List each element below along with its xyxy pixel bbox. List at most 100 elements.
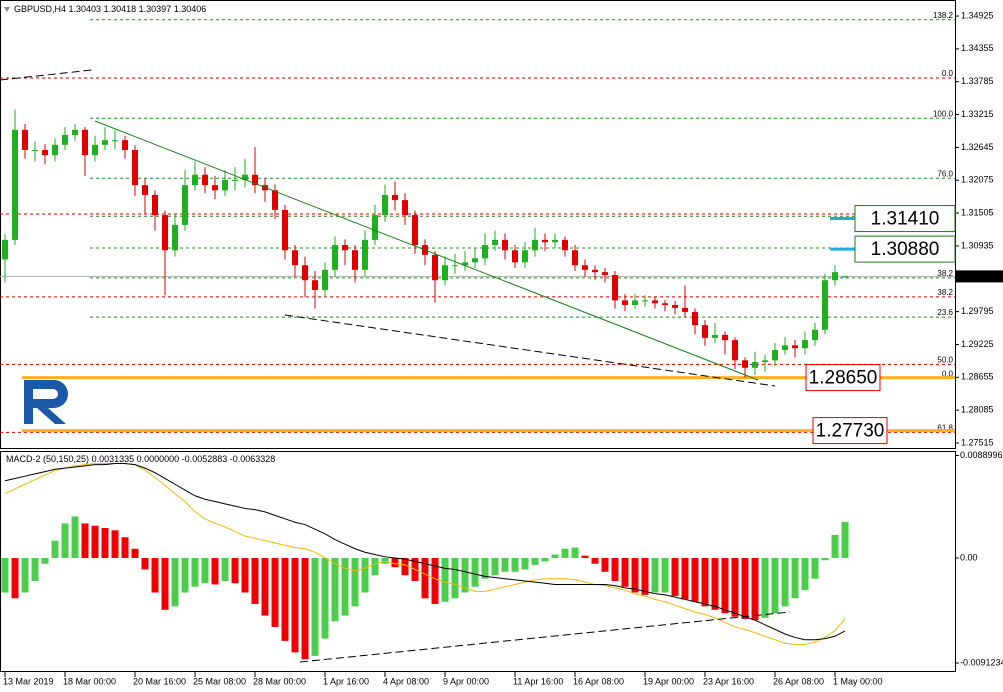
- candle-body: [822, 280, 828, 330]
- histogram-bar: [41, 557, 49, 564]
- x-tick-label: 1 May 00:00: [833, 676, 883, 686]
- histogram-bar: [121, 537, 129, 558]
- candle-body: [492, 239, 498, 246]
- y-tick-label: 1.27515: [961, 437, 994, 447]
- candle-body: [772, 349, 778, 361]
- x-tick-label: 20 Mar 16:00: [133, 676, 186, 686]
- histogram-bar: [311, 557, 319, 656]
- histogram-bar: [781, 557, 789, 607]
- histogram-bar: [241, 557, 249, 593]
- candle-body: [72, 129, 78, 136]
- candle-body: [412, 215, 418, 246]
- x-tick-label: 26 Apr 08:00: [773, 676, 824, 686]
- histogram-bar: [741, 557, 749, 620]
- candle-body: [332, 245, 338, 270]
- candle-body: [232, 179, 238, 181]
- candle-body: [192, 174, 198, 186]
- trend-line: [0, 69, 93, 81]
- histogram-bar: [831, 534, 839, 558]
- candle-body: [762, 360, 768, 363]
- fib-level-label: 38.2: [937, 288, 953, 297]
- signal-line: [4, 463, 846, 645]
- histogram-bar: [151, 557, 159, 593]
- candle-body: [742, 360, 748, 368]
- candle-body: [312, 280, 318, 291]
- candle-body: [292, 250, 298, 266]
- histogram-bar: [641, 557, 649, 595]
- level-label-box: [854, 235, 956, 263]
- histogram-bar: [351, 557, 359, 607]
- level-label: 1.27730: [816, 421, 885, 442]
- histogram-bar: [601, 557, 609, 572]
- x-tick-label: 23 Apr 16:00: [703, 676, 754, 686]
- main-layer: 1.34925 1.34355 1.33785 1.33215 1.32645 1.320…: [0, 10, 1003, 686]
- candle-body: [22, 129, 28, 150]
- candle-body: [352, 250, 358, 270]
- histogram-bar: [251, 557, 259, 605]
- histogram-bar: [111, 530, 119, 558]
- candle-body: [802, 340, 808, 349]
- x-tick-label: 19 Apr 00:00: [643, 676, 694, 686]
- candle-body: [552, 239, 558, 243]
- trend-line: [299, 611, 791, 663]
- candle-body: [662, 303, 668, 305]
- candle-body: [812, 329, 818, 341]
- candle-body: [402, 200, 408, 216]
- histogram-bar: [751, 557, 759, 621]
- fib-level-label: 50.0: [937, 355, 953, 364]
- ohlc-close: 1.30406: [174, 4, 207, 14]
- histogram-bar: [771, 557, 779, 614]
- candle-body: [222, 179, 228, 191]
- x-tick-label: 28 Mar 00:00: [253, 676, 306, 686]
- candle-body: [132, 149, 138, 186]
- x-tick-label: 13 Mar 2019: [3, 676, 54, 686]
- candle-body: [392, 194, 398, 201]
- histogram-bar: [451, 557, 459, 599]
- histogram-bar: [201, 557, 209, 584]
- candle-body: [152, 194, 158, 216]
- x-tick-label: 9 Apr 00:00: [443, 676, 489, 686]
- ohlc-low: 1.30397: [139, 4, 172, 14]
- histogram-bar: [81, 523, 89, 558]
- x-tick-label: 25 Mar 08:00: [193, 676, 246, 686]
- histogram-bar: [91, 525, 99, 558]
- fib-level-label: 0.0: [942, 69, 954, 78]
- candle-body: [12, 129, 18, 240]
- histogram-bar: [71, 516, 79, 558]
- level-label: 1.28650: [809, 368, 878, 389]
- y-tick-label: 1.28085: [961, 405, 994, 415]
- candle-body: [752, 362, 758, 368]
- candle-body: [372, 215, 378, 240]
- histogram-bar: [731, 557, 739, 617]
- histogram-bar: [211, 557, 219, 585]
- candle-body: [282, 209, 288, 251]
- histogram-bar: [661, 557, 669, 593]
- candle-body: [182, 185, 188, 225]
- candle-body: [622, 300, 628, 305]
- candle-body: [442, 265, 448, 281]
- y-tick-label: 1.33215: [961, 109, 994, 119]
- candle-body: [732, 340, 738, 361]
- macd-panel-frame: [0, 451, 956, 672]
- y-tick-label: 1.29225: [961, 339, 994, 349]
- x-tick-label: 1 Apr 16:00: [323, 676, 369, 686]
- ohlc-open: 1.30403: [69, 4, 102, 14]
- level-label-box: [805, 364, 881, 392]
- candle-body: [452, 265, 458, 267]
- y-tick-label: 1.28655: [961, 372, 994, 382]
- macd-layer: 0.0088996 0.00 -0.0091234: [1, 450, 1003, 667]
- symbol: GBPUSD,H4: [14, 4, 66, 14]
- candle-body: [612, 275, 618, 301]
- candle-body: [532, 239, 538, 251]
- histogram-bar: [381, 557, 389, 564]
- histogram-bar: [61, 523, 69, 558]
- candle-body: [602, 272, 608, 276]
- histogram-bar: [271, 557, 279, 628]
- candle-body: [142, 185, 148, 195]
- y-tick-label: 1.31505: [961, 207, 994, 217]
- candle-body: [102, 140, 108, 145]
- fib-level-label: 38.2: [937, 269, 953, 278]
- histogram-bar: [711, 557, 719, 610]
- trend-line: [94, 120, 759, 381]
